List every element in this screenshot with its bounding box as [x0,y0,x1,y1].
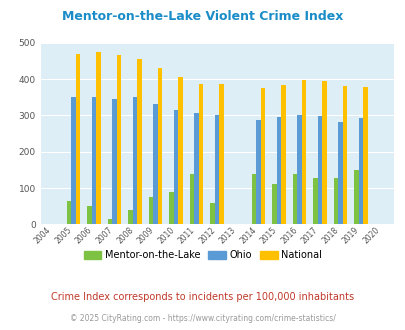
Text: Crime Index corresponds to incidents per 100,000 inhabitants: Crime Index corresponds to incidents per… [51,292,354,302]
Bar [190,174,194,224]
Bar [210,203,214,224]
Bar [92,97,96,224]
Bar [321,82,326,224]
Bar [107,219,112,224]
Bar [214,115,219,224]
Bar [251,174,256,224]
Bar [117,55,121,224]
Bar [173,110,178,224]
Bar [219,84,224,224]
Bar [296,115,301,224]
Bar [312,178,317,224]
Bar [178,77,183,224]
Bar [194,113,198,224]
Bar [71,97,75,224]
Bar [149,197,153,224]
Bar [337,122,342,224]
Text: © 2025 CityRating.com - https://www.cityrating.com/crime-statistics/: © 2025 CityRating.com - https://www.city… [70,314,335,323]
Bar [198,84,203,224]
Bar [132,97,137,224]
Bar [276,117,280,224]
Bar [112,99,117,224]
Bar [128,210,132,224]
Bar [353,170,358,224]
Bar [317,116,321,224]
Bar [280,85,285,224]
Bar [137,59,141,224]
Bar [75,54,80,224]
Bar [256,120,260,224]
Bar [292,174,296,224]
Bar [260,88,264,224]
Bar [271,184,276,224]
Bar [358,118,362,224]
Bar [362,87,367,224]
Legend: Mentor-on-the-Lake, Ohio, National: Mentor-on-the-Lake, Ohio, National [80,246,325,264]
Bar [342,86,346,224]
Bar [158,68,162,224]
Bar [153,104,158,224]
Text: Mentor-on-the-Lake Violent Crime Index: Mentor-on-the-Lake Violent Crime Index [62,10,343,23]
Bar [96,52,100,224]
Bar [66,201,71,224]
Bar [301,80,305,224]
Bar [169,192,173,224]
Bar [333,178,337,224]
Bar [87,206,92,224]
